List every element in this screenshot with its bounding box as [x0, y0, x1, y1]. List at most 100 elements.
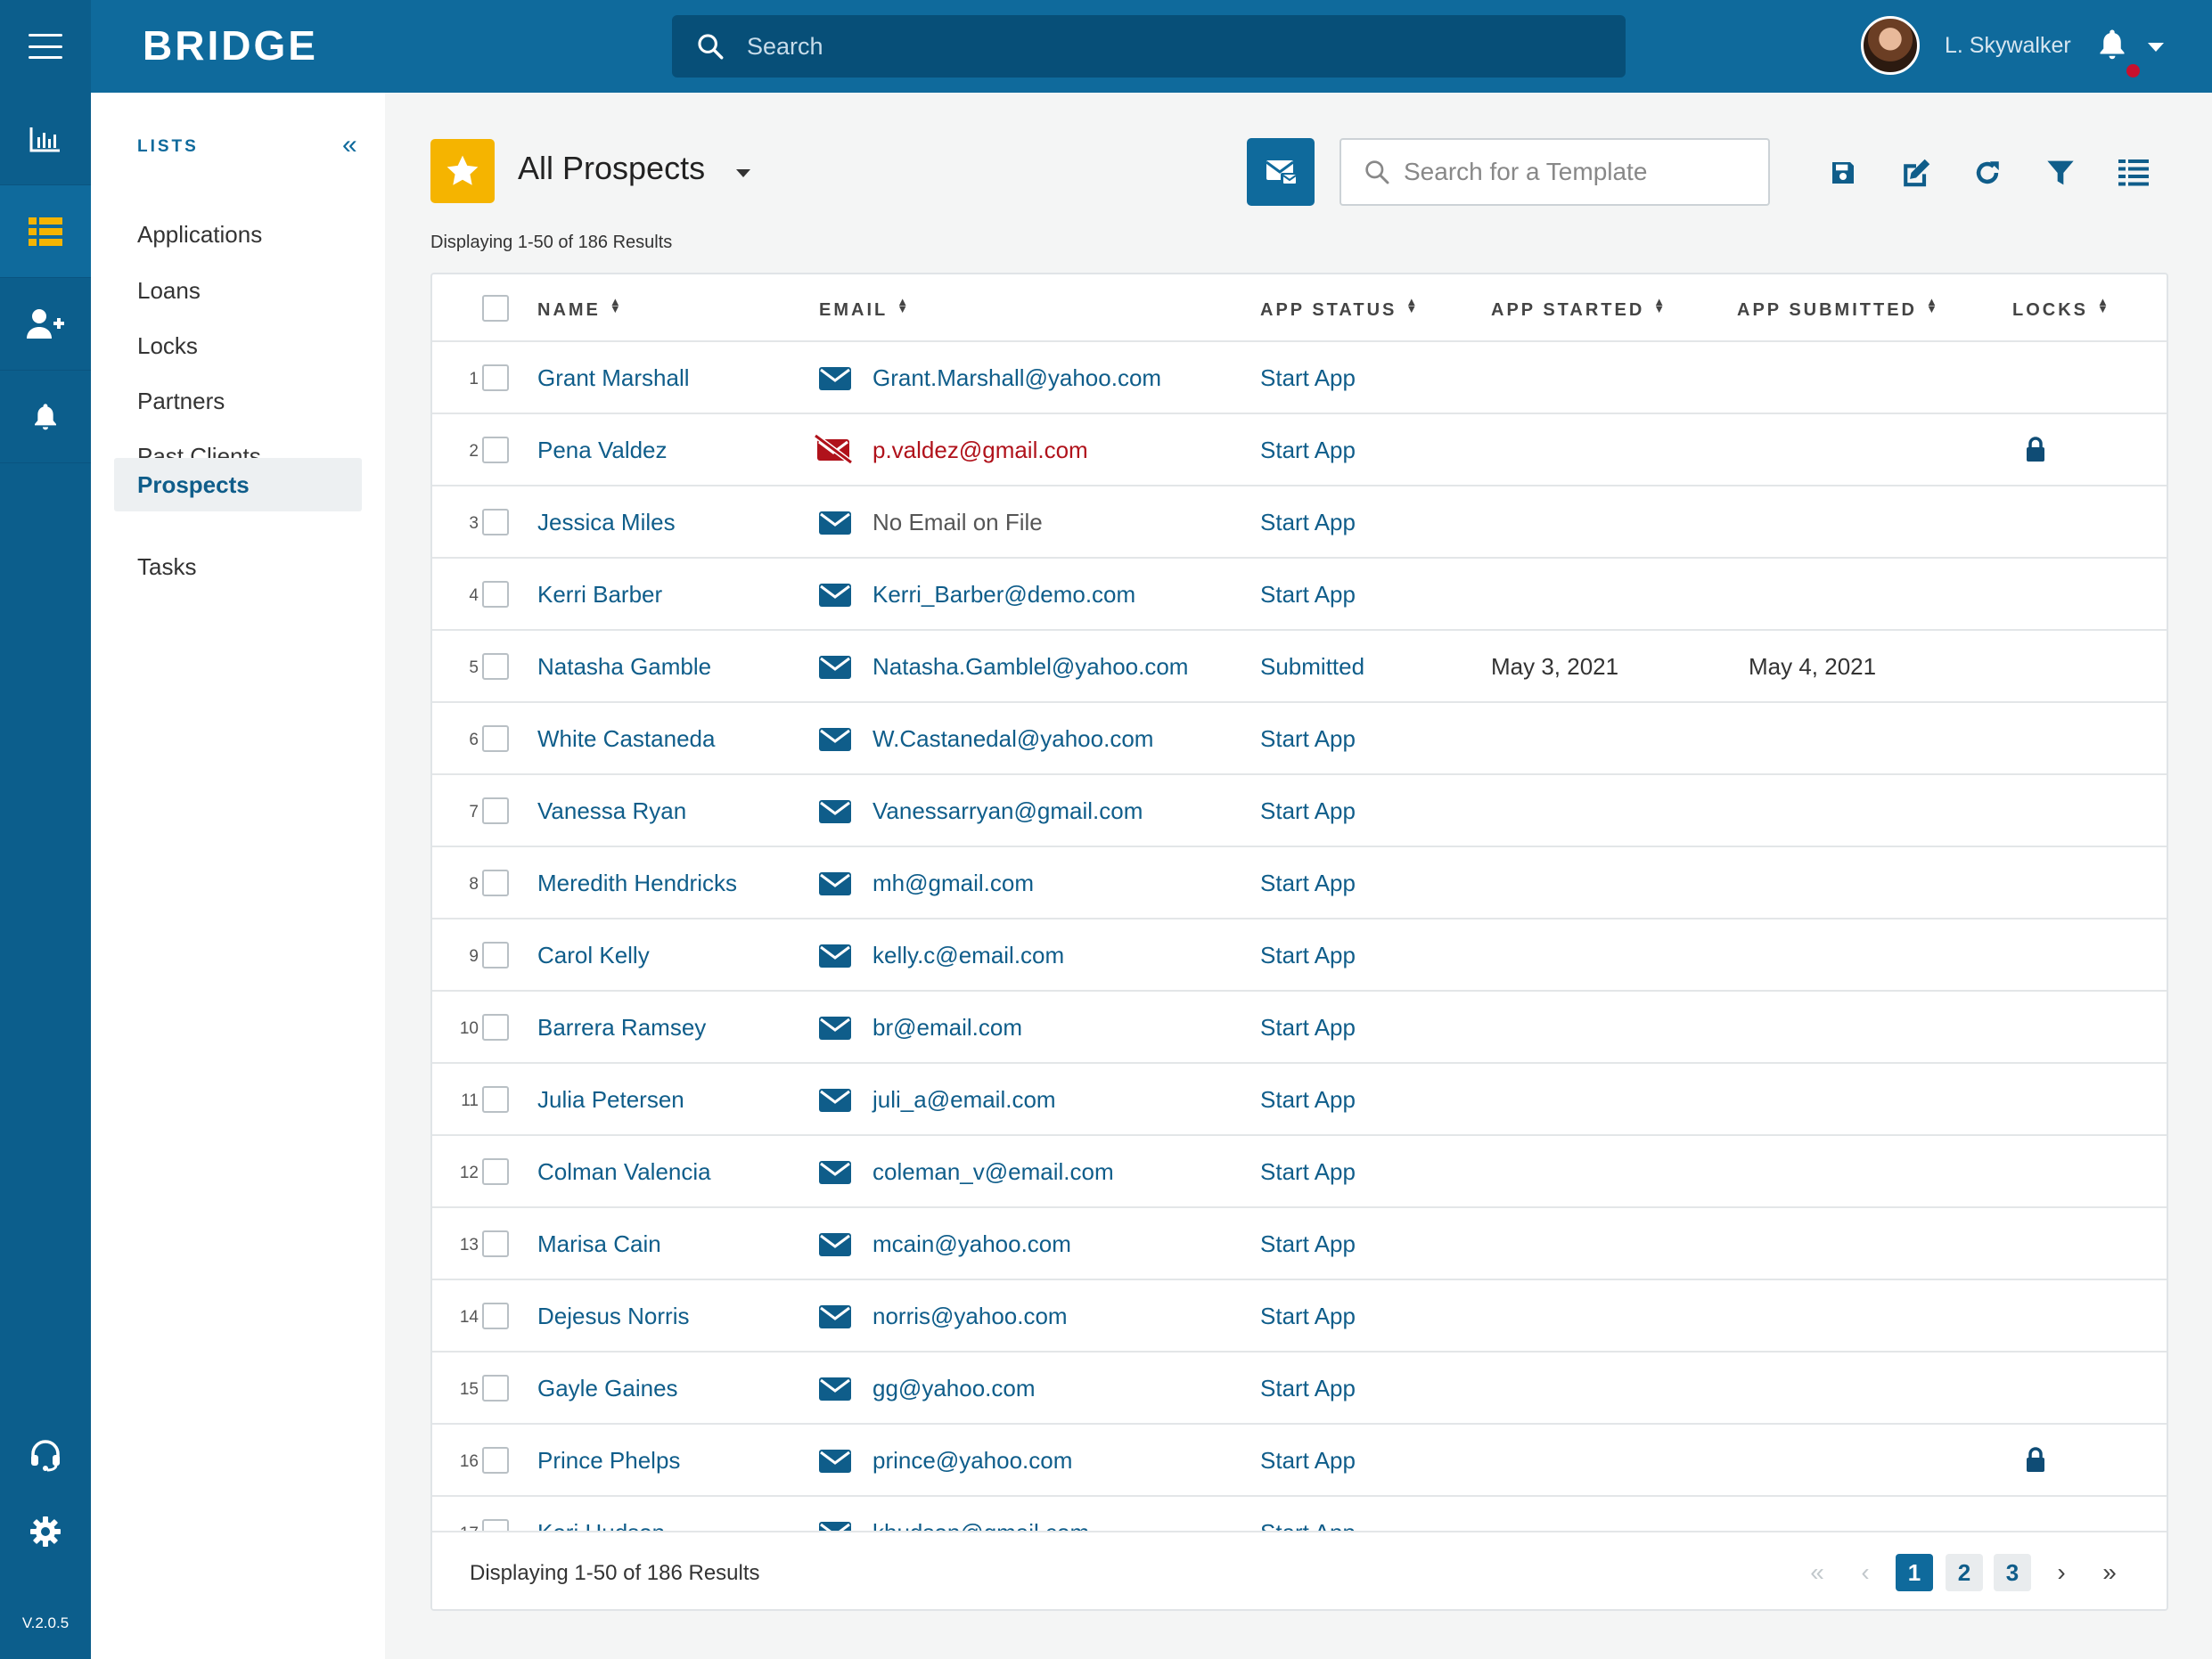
table-row[interactable]: 8 Meredith Hendricks mh@gmail.com Start App: [432, 847, 2167, 919]
sidebar-item-partners[interactable]: Partners: [137, 387, 225, 414]
envelope-icon[interactable]: [819, 367, 851, 390]
app-status-link[interactable]: Start App: [1260, 942, 1356, 968]
sidebar-item-prospects[interactable]: Prospects: [114, 458, 362, 511]
row-checkbox[interactable]: [482, 1303, 509, 1329]
envelope-icon[interactable]: [819, 511, 851, 535]
table-row[interactable]: 4 Kerri Barber Kerri_Barber@demo.com Start …: [432, 559, 2167, 631]
page-3-button[interactable]: 3: [1994, 1554, 2031, 1591]
column-header-app-started[interactable]: APP STARTED ▲ ▼: [1491, 295, 1666, 320]
prospect-email[interactable]: coleman_v@email.com: [873, 1158, 1114, 1185]
app-status-link[interactable]: Start App: [1260, 437, 1356, 463]
envelope-icon[interactable]: [819, 656, 851, 679]
app-status-link[interactable]: Start App: [1260, 581, 1356, 608]
app-status-link[interactable]: Start App: [1260, 797, 1356, 824]
envelope-icon[interactable]: [819, 1017, 851, 1040]
lock-icon[interactable]: [2025, 436, 2046, 462]
rail-item-reports[interactable]: [0, 93, 91, 185]
envelope-icon[interactable]: [819, 728, 851, 751]
row-checkbox[interactable]: [482, 364, 509, 391]
app-status-link[interactable]: Start App: [1260, 725, 1356, 752]
favorite-button[interactable]: [430, 139, 495, 203]
envelope-icon[interactable]: [819, 1305, 851, 1328]
rail-item-add-user[interactable]: [0, 278, 91, 371]
row-checkbox[interactable]: [482, 942, 509, 968]
save-button[interactable]: [1825, 155, 1861, 191]
prospect-email[interactable]: Kerri_Barber@demo.com: [873, 581, 1136, 608]
menu-button[interactable]: [0, 0, 91, 93]
prospect-email[interactable]: W.Castanedal@yahoo.com: [873, 725, 1154, 752]
sidebar-item-applications[interactable]: Applications: [137, 220, 263, 248]
row-checkbox[interactable]: [482, 1230, 509, 1257]
table-row[interactable]: 1 Grant Marshall Grant.Marshall@yahoo.com S…: [432, 342, 2167, 414]
table-row[interactable]: 6 White Castaneda W.Castanedal@yahoo.com St…: [432, 703, 2167, 775]
prospect-email[interactable]: Vanessarryan@gmail.com: [873, 797, 1143, 824]
prospect-name-link[interactable]: Dejesus Norris: [537, 1303, 690, 1329]
rail-item-lists[interactable]: [0, 185, 91, 278]
table-row[interactable]: 9 Carol Kelly kelly.c@email.com Start App: [432, 919, 2167, 992]
table-row[interactable]: 14 Dejesus Norris norris@yahoo.com Start Ap…: [432, 1280, 2167, 1353]
column-header-locks[interactable]: LOCKS ▲ ▼: [2012, 295, 2109, 320]
app-status-link[interactable]: Start App: [1260, 364, 1356, 391]
prospect-name-link[interactable]: Julia Petersen: [537, 1086, 684, 1113]
column-header-email[interactable]: EMAIL ▲ ▼: [819, 295, 909, 320]
envelope-icon[interactable]: [819, 1089, 851, 1112]
envelope-icon[interactable]: [819, 1233, 851, 1256]
avatar[interactable]: [1861, 16, 1920, 75]
row-checkbox[interactable]: [482, 725, 509, 752]
user-name[interactable]: L. Skywalker: [1945, 33, 2071, 58]
sidebar-item-loans[interactable]: Loans: [137, 276, 201, 304]
column-header-app-status[interactable]: APP STATUS ▲ ▼: [1260, 295, 1418, 320]
rail-item-settings[interactable]: [0, 1493, 91, 1570]
table-row[interactable]: 11 Julia Petersen juli_a@email.com Start Ap…: [432, 1064, 2167, 1136]
prospect-email[interactable]: Natasha.Gamblel@yahoo.com: [873, 653, 1189, 680]
prospect-email[interactable]: mcain@yahoo.com: [873, 1230, 1071, 1257]
chevron-down-icon[interactable]: [2148, 43, 2164, 52]
prospect-name-link[interactable]: White Castaneda: [537, 725, 716, 752]
table-row[interactable]: 12 Colman Valencia coleman_v@email.com Star…: [432, 1136, 2167, 1208]
global-search-input[interactable]: Search: [672, 15, 1626, 78]
prospect-email[interactable]: br@email.com: [873, 1014, 1022, 1041]
prospect-name-link[interactable]: Prince Phelps: [537, 1447, 681, 1474]
envelope-icon[interactable]: [819, 872, 851, 895]
app-status-link[interactable]: Start App: [1260, 1158, 1356, 1185]
prospect-name-link[interactable]: Kerri Barber: [537, 581, 663, 608]
prospect-name-link[interactable]: Jessica Miles: [537, 509, 676, 535]
app-status-link[interactable]: Submitted: [1260, 653, 1365, 680]
app-status-link[interactable]: Start App: [1260, 1230, 1356, 1257]
prospect-name-link[interactable]: Natasha Gamble: [537, 653, 712, 680]
sidebar-item-locks[interactable]: Locks: [137, 331, 198, 359]
refresh-button[interactable]: [1970, 155, 2005, 191]
app-status-link[interactable]: Start App: [1260, 1303, 1356, 1329]
collapse-sidebar-icon[interactable]: «: [342, 130, 357, 159]
row-checkbox[interactable]: [482, 870, 509, 896]
row-checkbox[interactable]: [482, 437, 509, 463]
chevron-down-icon[interactable]: [736, 169, 750, 177]
prospect-email[interactable]: kelly.c@email.com: [873, 942, 1065, 968]
select-all-checkbox[interactable]: [482, 295, 509, 322]
first-page-icon[interactable]: «: [1810, 1558, 1824, 1586]
row-checkbox[interactable]: [482, 797, 509, 824]
row-checkbox[interactable]: [482, 653, 509, 680]
row-checkbox[interactable]: [482, 1086, 509, 1113]
columns-button[interactable]: [2116, 155, 2151, 191]
prospect-name-link[interactable]: Gayle Gaines: [537, 1375, 678, 1402]
edit-button[interactable]: [1898, 155, 1934, 191]
envelope-icon[interactable]: [819, 1450, 851, 1473]
table-row[interactable]: 16 Prince Phelps prince@yahoo.com Start App: [432, 1425, 2167, 1497]
email-error-icon[interactable]: [814, 433, 853, 465]
row-checkbox[interactable]: [482, 509, 509, 535]
row-checkbox[interactable]: [482, 1375, 509, 1402]
prev-page-icon[interactable]: ‹: [1861, 1558, 1870, 1586]
prospect-name-link[interactable]: Pena Valdez: [537, 437, 668, 463]
envelope-icon[interactable]: [819, 1161, 851, 1184]
prospect-email[interactable]: Grant.Marshall@yahoo.com: [873, 364, 1162, 391]
table-row[interactable]: 3 Jessica Miles No Email on File Start App: [432, 486, 2167, 559]
envelope-icon[interactable]: [819, 584, 851, 607]
rail-item-support[interactable]: [0, 1417, 91, 1493]
prospect-name-link[interactable]: Barrera Ramsey: [537, 1014, 707, 1041]
prospect-name-link[interactable]: Marisa Cain: [537, 1230, 661, 1257]
row-checkbox[interactable]: [482, 581, 509, 608]
page-1-button[interactable]: 1: [1896, 1554, 1933, 1591]
table-row[interactable]: 10 Barrera Ramsey br@email.com Start App: [432, 992, 2167, 1064]
notifications-bell-icon[interactable]: [2096, 27, 2128, 62]
